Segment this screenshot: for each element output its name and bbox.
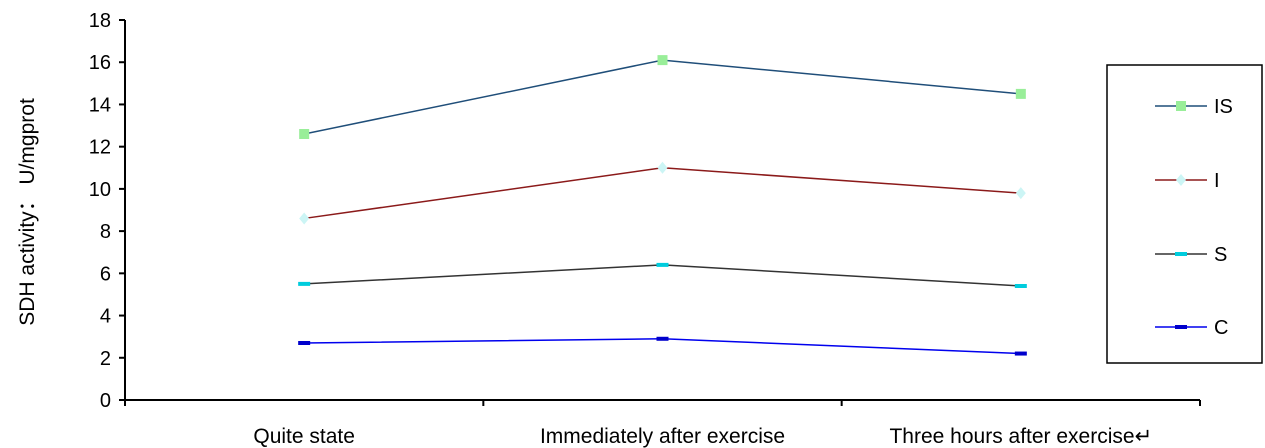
- series-layer: [298, 55, 1027, 356]
- legend-marker: [1176, 174, 1186, 186]
- y-tick-label: 6: [100, 263, 111, 285]
- y-tick-label: 4: [100, 306, 111, 328]
- y-axis: 0 2 4 6 8 10 12 14 16 18: [89, 10, 126, 412]
- data-point: [656, 262, 669, 267]
- y-tick-label: 2: [100, 348, 111, 370]
- legend-item-s: S: [1155, 244, 1227, 266]
- x-axis: Quite state Immediately after exercise Thr…: [124, 399, 1201, 448]
- data-point: [298, 281, 311, 286]
- legend-marker: [1175, 325, 1187, 329]
- data-point: [1014, 284, 1027, 288]
- legend-label: S: [1214, 244, 1227, 266]
- y-tick-label: 0: [100, 390, 111, 412]
- series-line: [304, 59, 1021, 135]
- data-point: [299, 129, 310, 139]
- data-point: [657, 161, 668, 174]
- x-category-label: Quite state: [253, 425, 355, 448]
- data-point: [1015, 88, 1026, 99]
- y-tick-label: 14: [89, 94, 111, 116]
- y-tick-label: 16: [89, 52, 111, 74]
- data-point: [298, 341, 311, 345]
- x-category-label: Three hours after exercise↵: [889, 425, 1152, 448]
- data-point: [299, 212, 310, 225]
- legend-item-c: C: [1155, 317, 1228, 339]
- series-is: [299, 55, 1026, 139]
- legend-box: [1106, 64, 1263, 364]
- data-point: [656, 336, 669, 341]
- y-tick-label: 8: [100, 221, 111, 243]
- legend-item-i: I: [1155, 170, 1220, 192]
- data-point: [1014, 351, 1027, 356]
- series-c: [298, 336, 1027, 356]
- y-tick-label: 10: [89, 179, 111, 201]
- y-axis-title: SDH activity： U/mgprot: [16, 98, 39, 326]
- series-line: [304, 264, 1021, 287]
- legend-label: IS: [1214, 96, 1233, 118]
- legend-item-is: IS: [1155, 96, 1233, 118]
- y-tick-label: 12: [89, 137, 111, 159]
- series-i: [299, 161, 1026, 225]
- data-point: [1015, 187, 1026, 200]
- y-tick-label: 18: [89, 10, 111, 32]
- legend-label: I: [1214, 170, 1220, 192]
- legend-marker: [1175, 252, 1187, 256]
- series-line: [304, 167, 1021, 220]
- legend-marker: [1176, 101, 1186, 111]
- x-category-label: Immediately after exercise: [540, 425, 785, 448]
- y-axis-title-wrap: SDH activity： U/mgprot: [16, 98, 39, 326]
- series-line: [304, 338, 1021, 355]
- series-s: [298, 262, 1027, 288]
- data-point: [657, 55, 668, 66]
- legend-label: C: [1214, 317, 1228, 339]
